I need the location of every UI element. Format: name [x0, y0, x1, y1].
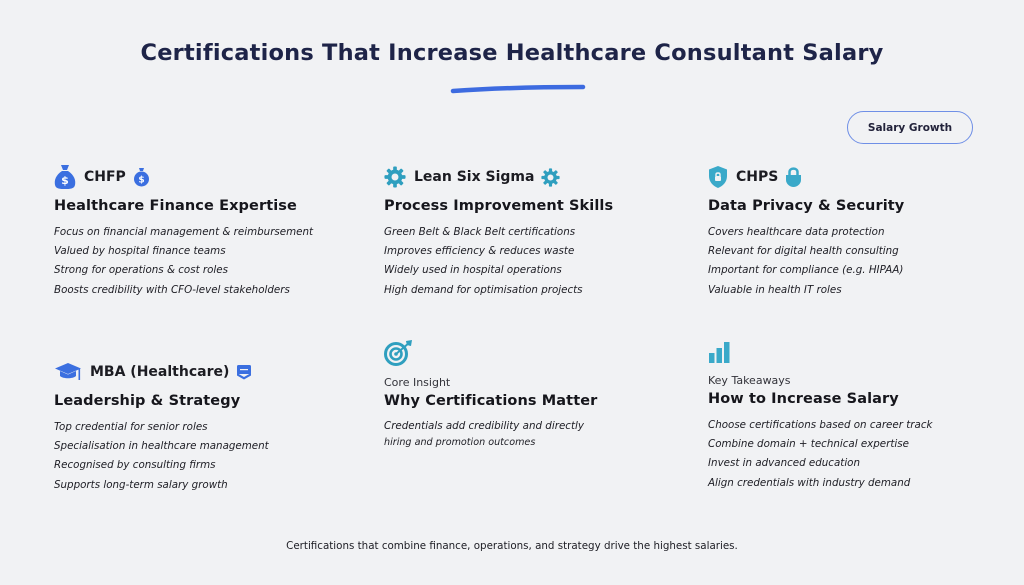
- list-item: Supports long-term salary growth: [54, 478, 228, 491]
- bullet-list: Focus on financial management & reimburs…: [54, 223, 364, 300]
- footer-note: Certifications that combine finance, ope…: [286, 540, 738, 552]
- list-item: Top credential for senior roles: [54, 421, 208, 433]
- card-mba: MBA (Healthcare) Leadership & Strategy T…: [54, 359, 364, 495]
- list-item: Covers healthcare data protection: [708, 226, 885, 238]
- card-subtitle: Healthcare Finance Expertise: [54, 198, 297, 214]
- money-bag-icon: $: [54, 164, 76, 190]
- list-item: Improves efficiency & reduces waste: [384, 245, 575, 258]
- bullet-list: Choose certifications based on career tr…: [708, 416, 1018, 493]
- page-title: Certifications That Increase Healthcare …: [140, 40, 884, 66]
- list-item: Strong for operations & cost roles: [54, 264, 228, 277]
- bullet-list: Green Belt & Black Belt certifications I…: [384, 223, 694, 300]
- card-heading: Lean Six Sigma: [414, 169, 535, 185]
- card-kicker: Core Insight: [384, 376, 451, 389]
- target-icon: [384, 340, 414, 366]
- card-subtitle: Data Privacy & Security: [708, 198, 905, 214]
- list-item: Combine domain + technical expertise: [708, 438, 909, 451]
- insight-text: Credentials add credibility and directly…: [384, 418, 694, 451]
- insight-line: Credentials add credibility and directly: [384, 420, 584, 432]
- title-underline: [450, 84, 586, 94]
- card-lean-six-sigma: Lean Six Sigma Process Improvement Skill…: [384, 164, 694, 300]
- list-item: Widely used in hospital operations: [384, 264, 562, 277]
- shield-icon: [708, 165, 728, 189]
- lock-icon: [785, 166, 802, 188]
- list-item: High demand for optimisation projects: [384, 283, 583, 296]
- card-key-takeaways: Key Takeaways How to Increase Salary Cho…: [708, 340, 1018, 493]
- card-subtitle: How to Increase Salary: [708, 391, 899, 407]
- list-item: Choose certifications based on career tr…: [708, 419, 933, 431]
- card-subtitle: Leadership & Strategy: [54, 393, 241, 409]
- list-item: Green Belt & Black Belt certifications: [384, 226, 576, 238]
- card-subtitle: Why Certifications Matter: [384, 393, 598, 409]
- list-item: Valued by hospital finance teams: [54, 245, 226, 258]
- salary-growth-label: Salary Growth: [867, 121, 953, 134]
- list-item: Invest in advanced education: [708, 457, 860, 470]
- card-chfp: $ CHFP $ Healthcare Finance Expertise Fo…: [54, 164, 364, 300]
- card-chps: CHPS Data Privacy & Security Covers heal…: [708, 164, 1018, 300]
- card-header: $ CHFP $: [54, 164, 364, 190]
- card-subtitle: Process Improvement Skills: [384, 198, 614, 214]
- gear-icon: [541, 167, 561, 187]
- bullet-list: Top credential for senior roles Speciali…: [54, 418, 364, 495]
- salary-growth-badge[interactable]: Salary Growth: [847, 111, 973, 144]
- money-bag-icon: $: [133, 167, 150, 187]
- list-item: Boosts credibility with CFO-level stakeh…: [54, 283, 290, 296]
- gear-icon: [384, 166, 406, 188]
- list-item: Important for compliance (e.g. HIPAA): [708, 264, 904, 277]
- list-item: Valuable in health IT roles: [708, 283, 842, 296]
- svg-text:$: $: [61, 174, 69, 187]
- bullet-list: Covers healthcare data protection Releva…: [708, 223, 1018, 300]
- card-core-insight: Core Insight Why Certifications Matter C…: [384, 340, 694, 451]
- graduation-cap-icon: [54, 362, 82, 382]
- list-item: Relevant for digital health consulting: [708, 245, 899, 258]
- card-header: MBA (Healthcare): [54, 359, 364, 385]
- list-item: Align credentials with industry demand: [708, 476, 911, 489]
- card-heading: MBA (Healthcare): [90, 364, 230, 380]
- insight-line: hiring and promotion outcomes: [384, 436, 536, 448]
- list-item: Focus on financial management & reimburs…: [54, 226, 314, 238]
- card-kicker: Key Takeaways: [708, 374, 791, 387]
- list-item: Specialisation in healthcare management: [54, 440, 269, 453]
- card-header: CHPS: [708, 164, 1018, 190]
- bar-chart-icon: [708, 340, 732, 364]
- svg-text:$: $: [138, 175, 144, 185]
- chevron-badge-icon: [236, 364, 252, 380]
- card-heading: CHPS: [736, 169, 779, 185]
- card-heading: CHFP: [84, 169, 126, 185]
- list-item: Recognised by consulting firms: [54, 459, 216, 472]
- card-header: Lean Six Sigma: [384, 164, 694, 190]
